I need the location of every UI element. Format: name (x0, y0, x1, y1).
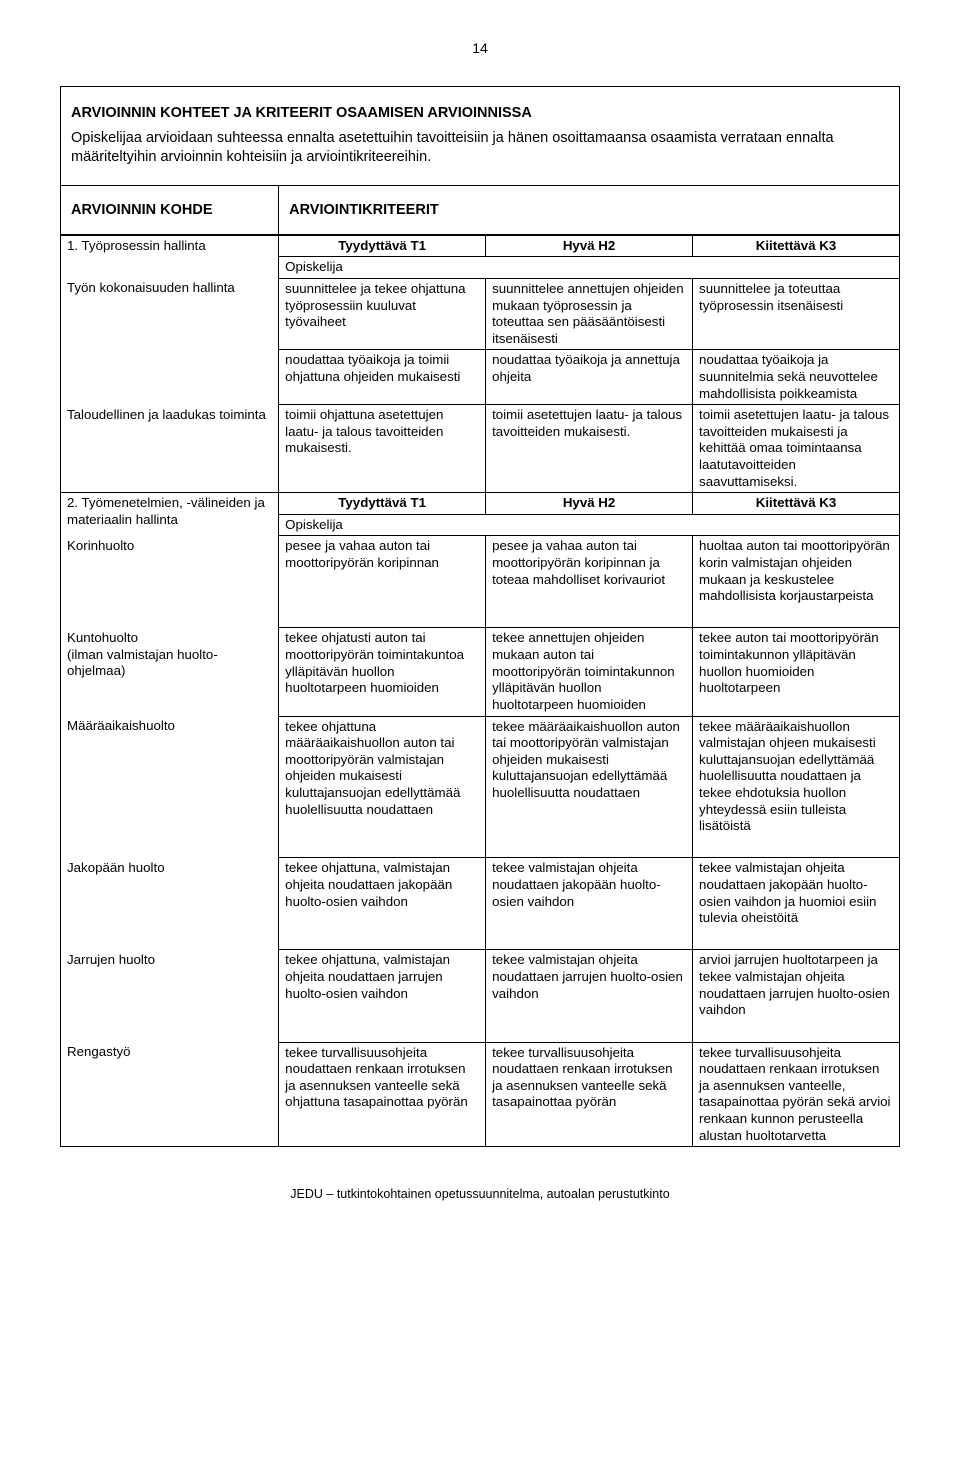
section2-title: 2. Työmenetelmien, -välineiden ja materi… (61, 493, 279, 536)
blank (61, 929, 279, 950)
s2-r3-label: Jakopään huolto (61, 858, 279, 929)
footer-text: JEDU – tutkintokohtainen opetussuunnitel… (60, 1187, 900, 1201)
opiskelija-label-2: Opiskelija (279, 514, 900, 536)
header-right: ARVIOINTIKRITEERIT (279, 185, 900, 234)
row-a-h2: suunnittelee annettujen ohjeiden mukaan … (486, 278, 693, 349)
blank (486, 1021, 693, 1042)
blank (486, 929, 693, 950)
s2-r1-k3: tekee auton tai moottoripyörän toimintak… (693, 628, 900, 716)
row-a-t1: suunnittelee ja tekee ohjattuna työprose… (279, 278, 486, 349)
blank (693, 607, 900, 628)
s2-r4-k3: arvioi jarrujen huoltotarpeen ja tekee v… (693, 950, 900, 1021)
s2-r2-k3: tekee määräaikaishuollon valmistajan ohj… (693, 716, 900, 837)
blank (486, 607, 693, 628)
blank (693, 837, 900, 858)
row-a-label: Työn kokonaisuuden hallinta (61, 278, 279, 349)
s2-r0-label: Korinhuolto (61, 536, 279, 607)
row-c-k3: toimii asetettujen laatu- ja talous tavo… (693, 405, 900, 493)
level-t1: Tyydyttävä T1 (279, 235, 486, 257)
s2-r5-h2: tekee turvallisuusohjeita noudattaen ren… (486, 1042, 693, 1147)
s2-r4-t1: tekee ohjattuna, valmistajan ohjeita nou… (279, 950, 486, 1021)
level-k3: Kiitettävä K3 (693, 235, 900, 257)
row-b-t1: noudattaa työaikoja ja toimii ohjattuna … (279, 350, 486, 405)
section1-title: 1. Työprosessin hallinta (61, 235, 279, 257)
s2-r2-h2: tekee määräaikaishuollon auton tai moott… (486, 716, 693, 837)
level-t1-2: Tyydyttävä T1 (279, 493, 486, 515)
row-c-t1: toimii ohjattuna asetettujen laatu- ja t… (279, 405, 486, 493)
intro-body: Opiskelijaa arvioidaan suhteessa ennalta… (61, 125, 899, 185)
row-b-k3: noudattaa työaikoja ja suunnitelmia sekä… (693, 350, 900, 405)
s2-r5-k3: tekee turvallisuusohjeita noudattaen ren… (693, 1042, 900, 1147)
intro-title: ARVIOINNIN KOHTEET JA KRITEERIT OSAAMISE… (61, 87, 899, 125)
s2-r2-label: Määräaikaishuolto (61, 716, 279, 837)
s2-r4-label: Jarrujen huolto (61, 950, 279, 1021)
s2-r4-h2: tekee valmistajan ohjeita noudattaen jar… (486, 950, 693, 1021)
blank (486, 837, 693, 858)
blank (279, 607, 486, 628)
blank (61, 607, 279, 628)
s2-r3-t1: tekee ohjattuna, valmistajan ohjeita nou… (279, 858, 486, 929)
blank (61, 1021, 279, 1042)
s2-r3-h2: tekee valmistajan ohjeita noudattaen jak… (486, 858, 693, 929)
s2-r0-t1: pesee ja vahaa auton tai moottoripyörän … (279, 536, 486, 607)
s2-r5-t1: tekee turvallisuusohjeita noudattaen ren… (279, 1042, 486, 1147)
blank (693, 1021, 900, 1042)
s2-r5-label: Rengastyö (61, 1042, 279, 1147)
page-number: 14 (60, 40, 900, 56)
s2-r2-t1: tekee ohjattuna määräaikaishuollon auton… (279, 716, 486, 837)
blank (279, 837, 486, 858)
blank (61, 257, 279, 279)
s2-r1-h2: tekee annettujen ohjeiden mukaan auton t… (486, 628, 693, 716)
s2-r0-h2: pesee ja vahaa auton tai moottoripyörän … (486, 536, 693, 607)
header-row: ARVIOINNIN KOHDE ARVIOINTIKRITEERIT (60, 185, 900, 235)
blank (61, 837, 279, 858)
s2-r1-label: Kuntohuolto (ilman valmistajan huolto-oh… (61, 628, 279, 716)
blank (279, 929, 486, 950)
row-c-h2: toimii asetettujen laatu- ja talous tavo… (486, 405, 693, 493)
row-c-label: Taloudellinen ja laadukas toiminta (61, 405, 279, 493)
intro-box: ARVIOINNIN KOHTEET JA KRITEERIT OSAAMISE… (60, 86, 900, 185)
level-h2-2: Hyvä H2 (486, 493, 693, 515)
criteria-table: 1. Työprosessin hallinta Tyydyttävä T1 H… (60, 235, 900, 1147)
blank (61, 350, 279, 405)
opiskelija-label: Opiskelija (279, 257, 900, 279)
row-b-h2: noudattaa työaikoja ja annettuja ohjeita (486, 350, 693, 405)
row-a-k3: suunnittelee ja toteuttaa työprosessin i… (693, 278, 900, 349)
s2-r3-k3: tekee valmistajan ohjeita noudattaen jak… (693, 858, 900, 929)
blank (693, 929, 900, 950)
header-left: ARVIOINNIN KOHDE (61, 185, 279, 234)
blank (279, 1021, 486, 1042)
level-k3-2: Kiitettävä K3 (693, 493, 900, 515)
level-h2: Hyvä H2 (486, 235, 693, 257)
s2-r0-k3: huoltaa auton tai moottoripyörän korin v… (693, 536, 900, 607)
s2-r1-t1: tekee ohjatusti auton tai moottoripyörän… (279, 628, 486, 716)
